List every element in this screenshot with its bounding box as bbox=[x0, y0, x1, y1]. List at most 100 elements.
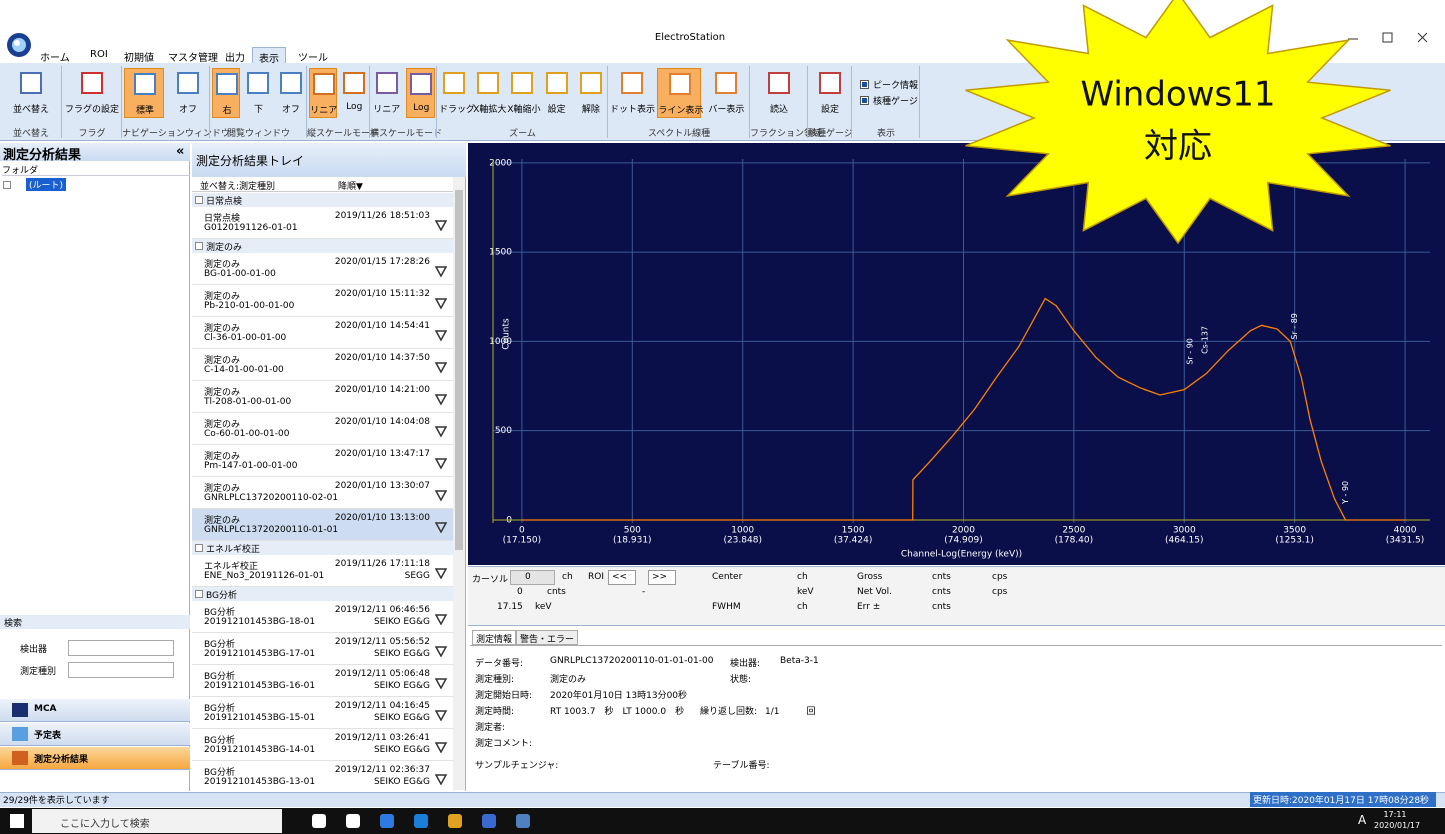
nav-button[interactable]: 予定表 bbox=[0, 723, 190, 746]
ribbon-button[interactable]: ドラッグ bbox=[439, 68, 475, 118]
tray-item[interactable]: 測定のみ Tl-208-01-00-01-00 2020/01/10 14:21:0… bbox=[192, 381, 453, 413]
left-panel-header bbox=[0, 143, 190, 161]
tray-order[interactable]: 降順▼ bbox=[338, 182, 363, 192]
start-button[interactable] bbox=[10, 814, 24, 828]
menu-tab[interactable]: 表示 bbox=[252, 47, 286, 65]
menu-tab[interactable]: ツール bbox=[298, 53, 328, 64]
search-combo[interactable] bbox=[68, 662, 174, 678]
ribbon-button[interactable]: バー表示 bbox=[705, 68, 748, 118]
window-controls[interactable] bbox=[1340, 28, 1440, 48]
info-tab[interactable]: 警告・エラー bbox=[516, 630, 579, 645]
ribbon-button[interactable]: Log bbox=[341, 68, 369, 118]
nav-button[interactable]: MCA bbox=[0, 699, 190, 722]
flag[interactable] bbox=[435, 423, 447, 437]
tray-item[interactable]: BG分析 201912101453BG-13-01 2019/12/11 02:36… bbox=[192, 761, 453, 790]
item-date: 2020/01/10 14:04:08 bbox=[334, 417, 430, 427]
tray-item[interactable]: 測定のみ Cl-36-01-00-01-00 2020/01/10 14:54:41 bbox=[192, 317, 453, 349]
tray-item[interactable]: 測定のみ GNRLPLC13720200110-01-01 2020/01/10 1… bbox=[192, 509, 453, 541]
flag[interactable] bbox=[435, 771, 447, 785]
flag[interactable] bbox=[435, 217, 447, 231]
item-id: 201912101453BG-15-01 bbox=[204, 713, 316, 723]
ribbon-button[interactable]: フラグの設定 bbox=[64, 68, 120, 118]
tray-item[interactable]: 測定のみ Co-60-01-00-01-00 2020/01/10 14:04:08 bbox=[192, 413, 453, 445]
nav-button[interactable]: 測定分析結果 bbox=[0, 747, 190, 770]
item-id: ENE_No3_20191126-01-01 bbox=[204, 571, 325, 581]
flag[interactable] bbox=[435, 263, 447, 277]
flag[interactable] bbox=[435, 295, 447, 309]
ribbon-button[interactable]: Log bbox=[405, 68, 435, 118]
tray-item[interactable]: BG分析 201912101453BG-17-01 2019/12/11 05:56… bbox=[192, 633, 453, 665]
tray-item[interactable]: エネルギ校正 ENE_No3_20191126-01-01 2019/11/26 1… bbox=[192, 555, 453, 587]
menu-tab[interactable]: 初期値 bbox=[124, 53, 154, 64]
tray-item[interactable]: BG分析 201912101453BG-18-01 2019/12/11 06:46… bbox=[192, 601, 453, 633]
item-vendor: SEIKO EG&G bbox=[373, 649, 430, 659]
ribbon-button[interactable]: 右 bbox=[212, 68, 241, 118]
ribbon-button[interactable]: X軸縮小 bbox=[507, 68, 541, 118]
tray-item[interactable]: 測定のみ Pb-210-01-00-01-00 2020/01/10 15:11:3… bbox=[192, 285, 453, 317]
menu-tab[interactable]: ホーム bbox=[40, 53, 70, 64]
folder-label: フォルダ bbox=[2, 163, 190, 176]
ribbon-button[interactable]: 設定 bbox=[810, 68, 850, 118]
ribbon-button[interactable]: オフ bbox=[277, 68, 305, 118]
tray-group-header[interactable]: エネルギ校正 bbox=[192, 541, 453, 555]
menu-tab[interactable]: ROI bbox=[90, 49, 108, 60]
flag[interactable] bbox=[435, 487, 447, 501]
collapse-button[interactable]: « bbox=[176, 144, 185, 159]
flag[interactable] bbox=[435, 611, 447, 625]
tray-item[interactable]: 測定のみ GNRLPLC13720200110-02-01 2020/01/10 1… bbox=[192, 477, 453, 509]
button-icon bbox=[668, 73, 691, 95]
roi-prev[interactable] bbox=[608, 570, 636, 585]
taskbar-app[interactable] bbox=[448, 814, 462, 828]
flag[interactable] bbox=[435, 391, 447, 405]
menu-tab[interactable]: マスタ管理 bbox=[168, 53, 218, 64]
ribbon-button[interactable]: 設定 bbox=[542, 68, 572, 118]
cursor-input[interactable] bbox=[510, 570, 555, 585]
tray-item[interactable]: 測定のみ BG-01-00-01-00 2020/01/15 17:28:26 bbox=[192, 253, 453, 285]
taskbar-app[interactable] bbox=[414, 814, 428, 828]
flag[interactable] bbox=[435, 739, 447, 753]
tray-group-header[interactable]: 測定のみ bbox=[192, 239, 453, 253]
flag[interactable] bbox=[435, 643, 447, 657]
ribbon-button[interactable]: X軸拡大 bbox=[473, 68, 506, 118]
ribbon-button[interactable]: オフ bbox=[168, 68, 208, 118]
search-box[interactable] bbox=[32, 809, 282, 833]
taskbar-app[interactable] bbox=[312, 814, 326, 828]
tray-group-header[interactable]: BG分析 bbox=[192, 587, 453, 601]
flag[interactable] bbox=[435, 455, 447, 469]
search-combo[interactable] bbox=[68, 640, 174, 656]
tray-item[interactable]: 測定のみ C-14-01-00-01-00 2020/01/10 14:37:50 bbox=[192, 349, 453, 381]
tray-group-header[interactable]: 日常点検 bbox=[192, 193, 453, 207]
taskbar-app[interactable] bbox=[516, 814, 530, 828]
tray-item[interactable]: BG分析 201912101453BG-16-01 2019/12/11 05:06… bbox=[192, 665, 453, 697]
ribbon-button[interactable]: 下 bbox=[244, 68, 272, 118]
taskbar-app[interactable] bbox=[346, 814, 360, 828]
tray-item[interactable]: 測定のみ Pm-147-01-00-01-00 2020/01/10 13:47:1… bbox=[192, 445, 453, 477]
tray-item[interactable]: BG分析 201912101453BG-14-01 2019/12/11 03:26… bbox=[192, 729, 453, 761]
ribbon-button[interactable]: 並べ替え bbox=[2, 68, 60, 118]
cursor-text: cps bbox=[992, 572, 1008, 582]
ribbon-button[interactable]: リニア bbox=[372, 68, 402, 118]
ribbon-button[interactable]: 標準 bbox=[124, 68, 164, 118]
info-tab[interactable]: 測定情報 bbox=[472, 630, 517, 645]
taskbar-app[interactable] bbox=[380, 814, 394, 828]
taskbar-app[interactable] bbox=[482, 814, 496, 828]
tray-scroll-thumb[interactable] bbox=[455, 190, 463, 550]
ribbon-button[interactable]: リニア bbox=[309, 68, 337, 118]
tray-item[interactable]: BG分析 201912101453BG-15-01 2019/12/11 04:16… bbox=[192, 697, 453, 729]
flag[interactable] bbox=[435, 675, 447, 689]
ribbon-button[interactable]: ライン表示 bbox=[657, 68, 703, 118]
flag[interactable] bbox=[435, 519, 447, 533]
ribbon-separator bbox=[306, 66, 307, 138]
roi-next[interactable] bbox=[648, 570, 676, 585]
menu-tab[interactable]: 出力 bbox=[225, 53, 245, 64]
ribbon-button[interactable]: ドット表示 bbox=[610, 68, 655, 118]
flag[interactable] bbox=[435, 359, 447, 373]
flag[interactable] bbox=[435, 327, 447, 341]
ribbon-button[interactable]: 読込 bbox=[752, 68, 806, 118]
flag[interactable] bbox=[435, 565, 447, 579]
tree-root[interactable]: (ルート) bbox=[26, 178, 67, 191]
ribbon-button[interactable]: 解除 bbox=[576, 68, 606, 118]
tray-sort[interactable]: 並べ替え:測定種別 bbox=[200, 182, 276, 192]
flag[interactable] bbox=[435, 707, 447, 721]
tray-item[interactable]: 日常点検 G0120191126-01-01 2019/11/26 18:51:03 bbox=[192, 207, 453, 239]
